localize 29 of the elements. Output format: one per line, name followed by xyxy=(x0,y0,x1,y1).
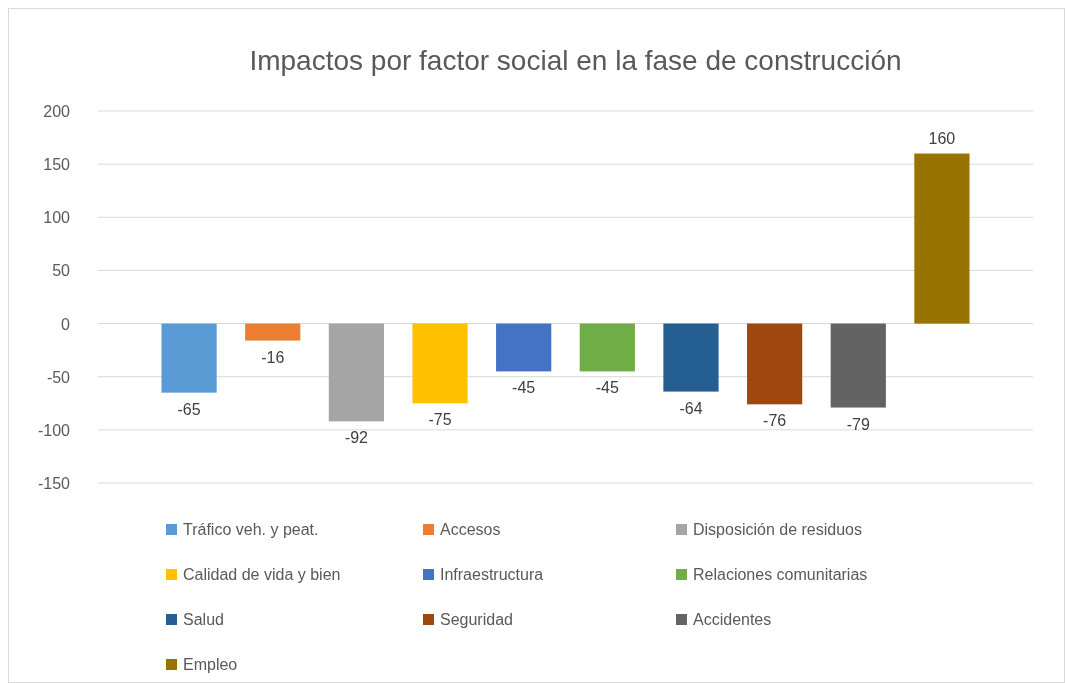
data-label: -45 xyxy=(512,379,536,397)
data-label: -45 xyxy=(595,379,619,397)
data-label: -75 xyxy=(428,411,452,429)
y-tick-label: 100 xyxy=(43,209,71,227)
data-label: -92 xyxy=(344,429,369,447)
y-tick-label: 200 xyxy=(43,103,71,120)
legend-label: Accidentes xyxy=(693,611,772,628)
y-tick-label: 50 xyxy=(52,262,71,280)
legend-label: Accesos xyxy=(440,521,501,538)
y-tick-label: 150 xyxy=(43,156,71,174)
data-label: -64 xyxy=(679,399,703,417)
data-label: -79 xyxy=(846,415,870,433)
data-label: 160 xyxy=(928,129,956,147)
data-label: -16 xyxy=(261,348,285,366)
y-tick-label: -100 xyxy=(37,421,71,439)
y-tick-label: -150 xyxy=(37,475,71,492)
data-label: -65 xyxy=(177,400,201,418)
legend-label: Tráfico veh. y peat. xyxy=(183,521,319,538)
legend-label: Salud xyxy=(183,611,224,628)
legend-label: Infraestructura xyxy=(440,566,544,583)
legend-label: Empleo xyxy=(183,656,238,673)
legend-label: Seguridad xyxy=(440,611,513,628)
chart-title: Impactos por factor social en la fase de construcción xyxy=(249,45,902,76)
legend-label: Relaciones comunitarias xyxy=(693,566,868,583)
data-label: -76 xyxy=(763,412,787,430)
legend-label: Calidad de vida y bien xyxy=(183,566,341,583)
y-tick-label: -50 xyxy=(46,368,71,386)
y-tick-label: 0 xyxy=(61,315,71,333)
legend-label: Disposición de residuos xyxy=(693,521,862,538)
